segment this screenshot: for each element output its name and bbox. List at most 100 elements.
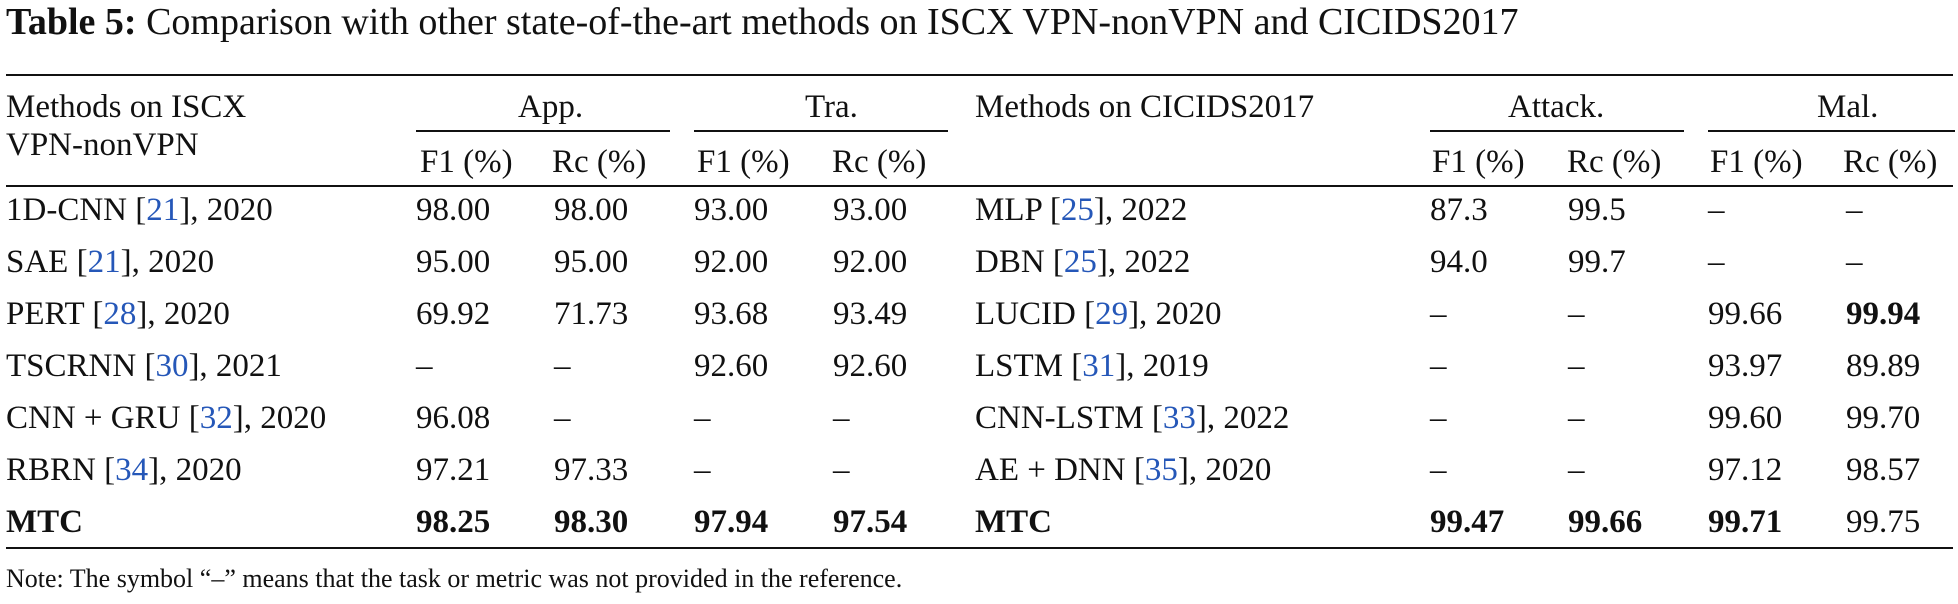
header-tra-f1: F1 (%) [697, 144, 790, 180]
citation-link[interactable]: 28 [103, 296, 137, 332]
table-cell: 99.5 [1568, 192, 1626, 228]
table-cell: 99.94 [1846, 296, 1921, 332]
table-cell: 93.97 [1708, 348, 1783, 384]
header-mal-f1: F1 (%) [1710, 144, 1803, 180]
table-cell: 92.00 [694, 244, 769, 280]
caption-text: Comparison with other state-of-the-art m… [136, 1, 1519, 43]
table-cell: – [694, 400, 711, 436]
method-year: ], 2020 [136, 296, 230, 332]
table-cell: 71.73 [554, 296, 629, 332]
table-cell: 93.68 [694, 296, 769, 332]
method-label: TSCRNN [ [6, 348, 156, 384]
right-method-name: LSTM [31], 2019 [975, 347, 1209, 385]
left-method-name: RBRN [34], 2020 [6, 451, 242, 489]
attack-group-rule [1430, 130, 1684, 132]
left-method-name: MTC [6, 503, 83, 541]
right-method-name: LUCID [29], 2020 [975, 295, 1222, 333]
table-cell: 99.66 [1708, 296, 1783, 332]
header-tra: Tra. [805, 89, 858, 125]
table-cell: 98.00 [416, 192, 491, 228]
table-cell: 99.75 [1846, 504, 1921, 540]
app-group-rule [416, 130, 670, 132]
method-label: PERT [ [6, 296, 104, 332]
citation-link[interactable]: 34 [115, 452, 149, 488]
table-cell: – [1708, 244, 1725, 280]
table-cell: 93.00 [694, 192, 769, 228]
method-year: ], 2022 [1096, 244, 1191, 280]
table-cell: – [1568, 296, 1585, 332]
left-method-name: SAE [21], 2020 [6, 243, 214, 281]
citation-link[interactable]: 25 [1063, 244, 1097, 280]
table-note: Note: The symbol “–” means that the task… [6, 564, 903, 593]
method-year: ], 2020 [1177, 452, 1272, 488]
table-cell: 92.60 [694, 348, 769, 384]
citation-link[interactable]: 29 [1095, 296, 1129, 332]
method-label: LSTM [ [975, 348, 1083, 384]
method-year: ], 2019 [1115, 348, 1209, 384]
header-mal: Mal. [1817, 89, 1879, 125]
method-label: MTC [6, 504, 83, 540]
table-cell: – [694, 452, 711, 488]
method-label: 1D-CNN [ [6, 192, 147, 228]
citation-link[interactable]: 33 [1162, 400, 1196, 436]
method-label: AE + DNN [ [975, 452, 1145, 488]
table-cell: – [1430, 452, 1447, 488]
right-method-name: CNN-LSTM [33], 2022 [975, 399, 1289, 437]
table-cell: 94.0 [1430, 244, 1488, 280]
citation-link[interactable]: 21 [146, 192, 180, 228]
header-rule [6, 185, 1953, 187]
header-app: App. [518, 89, 584, 125]
method-label: SAE [ [6, 244, 88, 280]
mal-group-rule [1708, 130, 1955, 132]
table-cell: – [1846, 244, 1863, 280]
table-cell: 96.08 [416, 400, 491, 436]
method-label: DBN [ [975, 244, 1064, 280]
header-mal-rc: Rc (%) [1843, 144, 1938, 180]
table-cell: 98.25 [416, 504, 491, 540]
left-method-name: CNN + GRU [32], 2020 [6, 399, 326, 437]
table-cell: – [1846, 192, 1863, 228]
table-cell: 99.60 [1708, 400, 1783, 436]
table-cell: – [833, 400, 850, 436]
table-cell: 98.00 [554, 192, 629, 228]
left-method-name: PERT [28], 2020 [6, 295, 230, 333]
table-cell: 99.70 [1846, 400, 1921, 436]
citation-link[interactable]: 35 [1144, 452, 1178, 488]
citation-link[interactable]: 21 [87, 244, 121, 280]
citation-link[interactable]: 25 [1060, 192, 1094, 228]
table-cell: – [1568, 452, 1585, 488]
method-label: CNN-LSTM [ [975, 400, 1163, 436]
method-year: ], 2021 [188, 348, 282, 384]
table-cell: – [1568, 348, 1585, 384]
table-cell: 87.3 [1430, 192, 1488, 228]
header-tra-rc: Rc (%) [832, 144, 927, 180]
table-cell: 95.00 [416, 244, 491, 280]
table-cell: – [833, 452, 850, 488]
table-cell: 97.21 [416, 452, 491, 488]
table-cell: 92.00 [833, 244, 908, 280]
citation-link[interactable]: 32 [199, 400, 233, 436]
table-cell: 95.00 [554, 244, 629, 280]
table-cell: 89.89 [1846, 348, 1921, 384]
right-method-name: MTC [975, 503, 1052, 541]
citation-link[interactable]: 31 [1082, 348, 1116, 384]
table-cell: 99.47 [1430, 504, 1505, 540]
left-method-name: 1D-CNN [21], 2020 [6, 191, 273, 229]
table-caption: Table 5: Comparison with other state-of-… [6, 0, 1519, 44]
header-app-rc: Rc (%) [552, 144, 647, 180]
table-cell: – [554, 348, 571, 384]
method-label: MLP [ [975, 192, 1061, 228]
table-cell: 69.92 [416, 296, 491, 332]
method-label: RBRN [ [6, 452, 116, 488]
table-cell: – [416, 348, 433, 384]
table-cell: 92.60 [833, 348, 908, 384]
method-year: ], 2022 [1195, 400, 1290, 436]
citation-link[interactable]: 30 [155, 348, 189, 384]
right-method-name: AE + DNN [35], 2020 [975, 451, 1271, 489]
right-method-name: DBN [25], 2022 [975, 243, 1190, 281]
header-app-f1: F1 (%) [420, 144, 513, 180]
table-cell: – [554, 400, 571, 436]
table-cell: – [1430, 296, 1447, 332]
table-cell: 93.00 [833, 192, 908, 228]
method-year: ], 2020 [120, 244, 215, 280]
